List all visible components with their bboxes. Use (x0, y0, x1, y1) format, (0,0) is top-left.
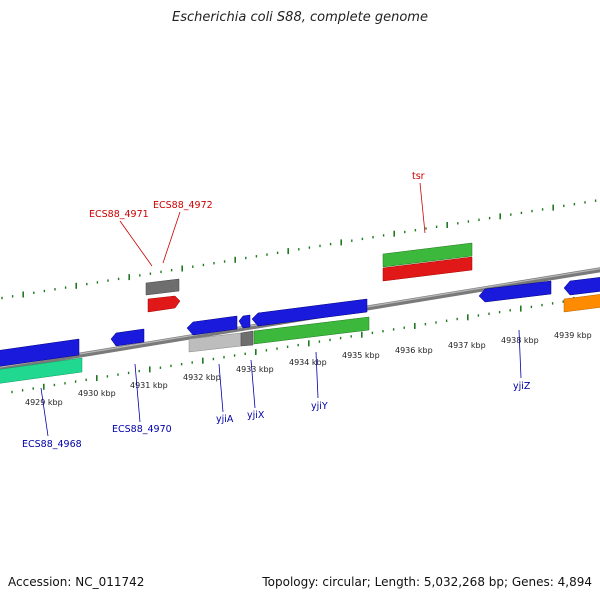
scale-labels: 4929 kbp 4930 kbp 4931 kbp 4932 kbp 4933… (25, 331, 592, 407)
gene-callouts-reverse: ECS88_4968 ECS88_4970 yjiA yjiX yjiY yji… (22, 329, 531, 450)
gene-ecs88-4972[interactable] (147, 295, 181, 313)
gene-tsr-neighbor[interactable] (382, 256, 473, 282)
callout-line (218, 363, 224, 413)
scale-label: 4937 kbp (448, 341, 486, 350)
callout-line (134, 363, 141, 423)
gene-ecs88-4971[interactable] (145, 278, 180, 296)
scale-label: 4933 kbp (236, 365, 274, 374)
genome-stats-text: Topology: circular; Length: 5,032,268 bp… (262, 575, 592, 589)
gene-fwd-blue-a[interactable] (478, 280, 552, 303)
gene-fwd-orange[interactable] (563, 294, 600, 313)
scale-label: 4939 kbp (554, 331, 592, 340)
callout-line (40, 387, 49, 437)
accession-text: Accession: NC_011742 (8, 575, 145, 589)
gene-label-yjiy[interactable]: yjiY (311, 401, 328, 412)
gene-fwd-blue-b[interactable] (563, 277, 600, 296)
callout-line (119, 220, 153, 267)
scale-label: 4932 kbp (183, 373, 221, 382)
gene-label-yjix[interactable]: yjiX (247, 410, 265, 421)
gene-label-yjiz[interactable]: yjiZ (513, 381, 531, 392)
gene-tsr[interactable] (382, 242, 473, 268)
callout-line (518, 329, 522, 379)
gene-callouts-forward: ECS88_4971 ECS88_4972 tsr (89, 171, 426, 267)
scale-label: 4930 kbp (78, 389, 116, 398)
scale-label: 4936 kbp (395, 346, 433, 355)
callout-line (419, 182, 426, 234)
scale-label: 4938 kbp (501, 336, 539, 345)
scale-label: 4929 kbp (25, 398, 63, 407)
gene-label-ecs88-4968[interactable]: ECS88_4968 (22, 439, 82, 450)
gene-ecs88-4968-teal[interactable] (0, 357, 83, 384)
gene-yjiy[interactable] (251, 298, 368, 327)
gene-yjix-gray[interactable] (240, 330, 254, 347)
scale-label: 4931 kbp (130, 381, 168, 390)
scale-label: 4934 kbp (289, 358, 327, 367)
callout-line (162, 211, 181, 264)
gene-label-ecs88-4971[interactable]: ECS88_4971 (89, 209, 149, 220)
gene-label-yjia[interactable]: yjiA (216, 414, 234, 425)
gene-label-ecs88-4970[interactable]: ECS88_4970 (112, 424, 172, 435)
scale-label: 4935 kbp (342, 351, 380, 360)
gene-ecs88-4968[interactable] (0, 338, 80, 367)
inner-tick-track (11, 295, 596, 394)
gene-label-tsr[interactable]: tsr (412, 171, 425, 182)
callout-line (250, 359, 256, 409)
map-title: Escherichia coli S88, complete genome (172, 10, 428, 25)
callout-line (315, 351, 319, 399)
gene-yjix[interactable] (238, 314, 251, 329)
gene-yjia[interactable] (186, 315, 238, 336)
gene-yjiy-green[interactable] (253, 316, 370, 345)
outer-tick-track (1, 199, 597, 300)
gene-ecs88-4970[interactable] (110, 328, 145, 347)
gene-label-ecs88-4972[interactable]: ECS88_4972 (153, 200, 213, 211)
